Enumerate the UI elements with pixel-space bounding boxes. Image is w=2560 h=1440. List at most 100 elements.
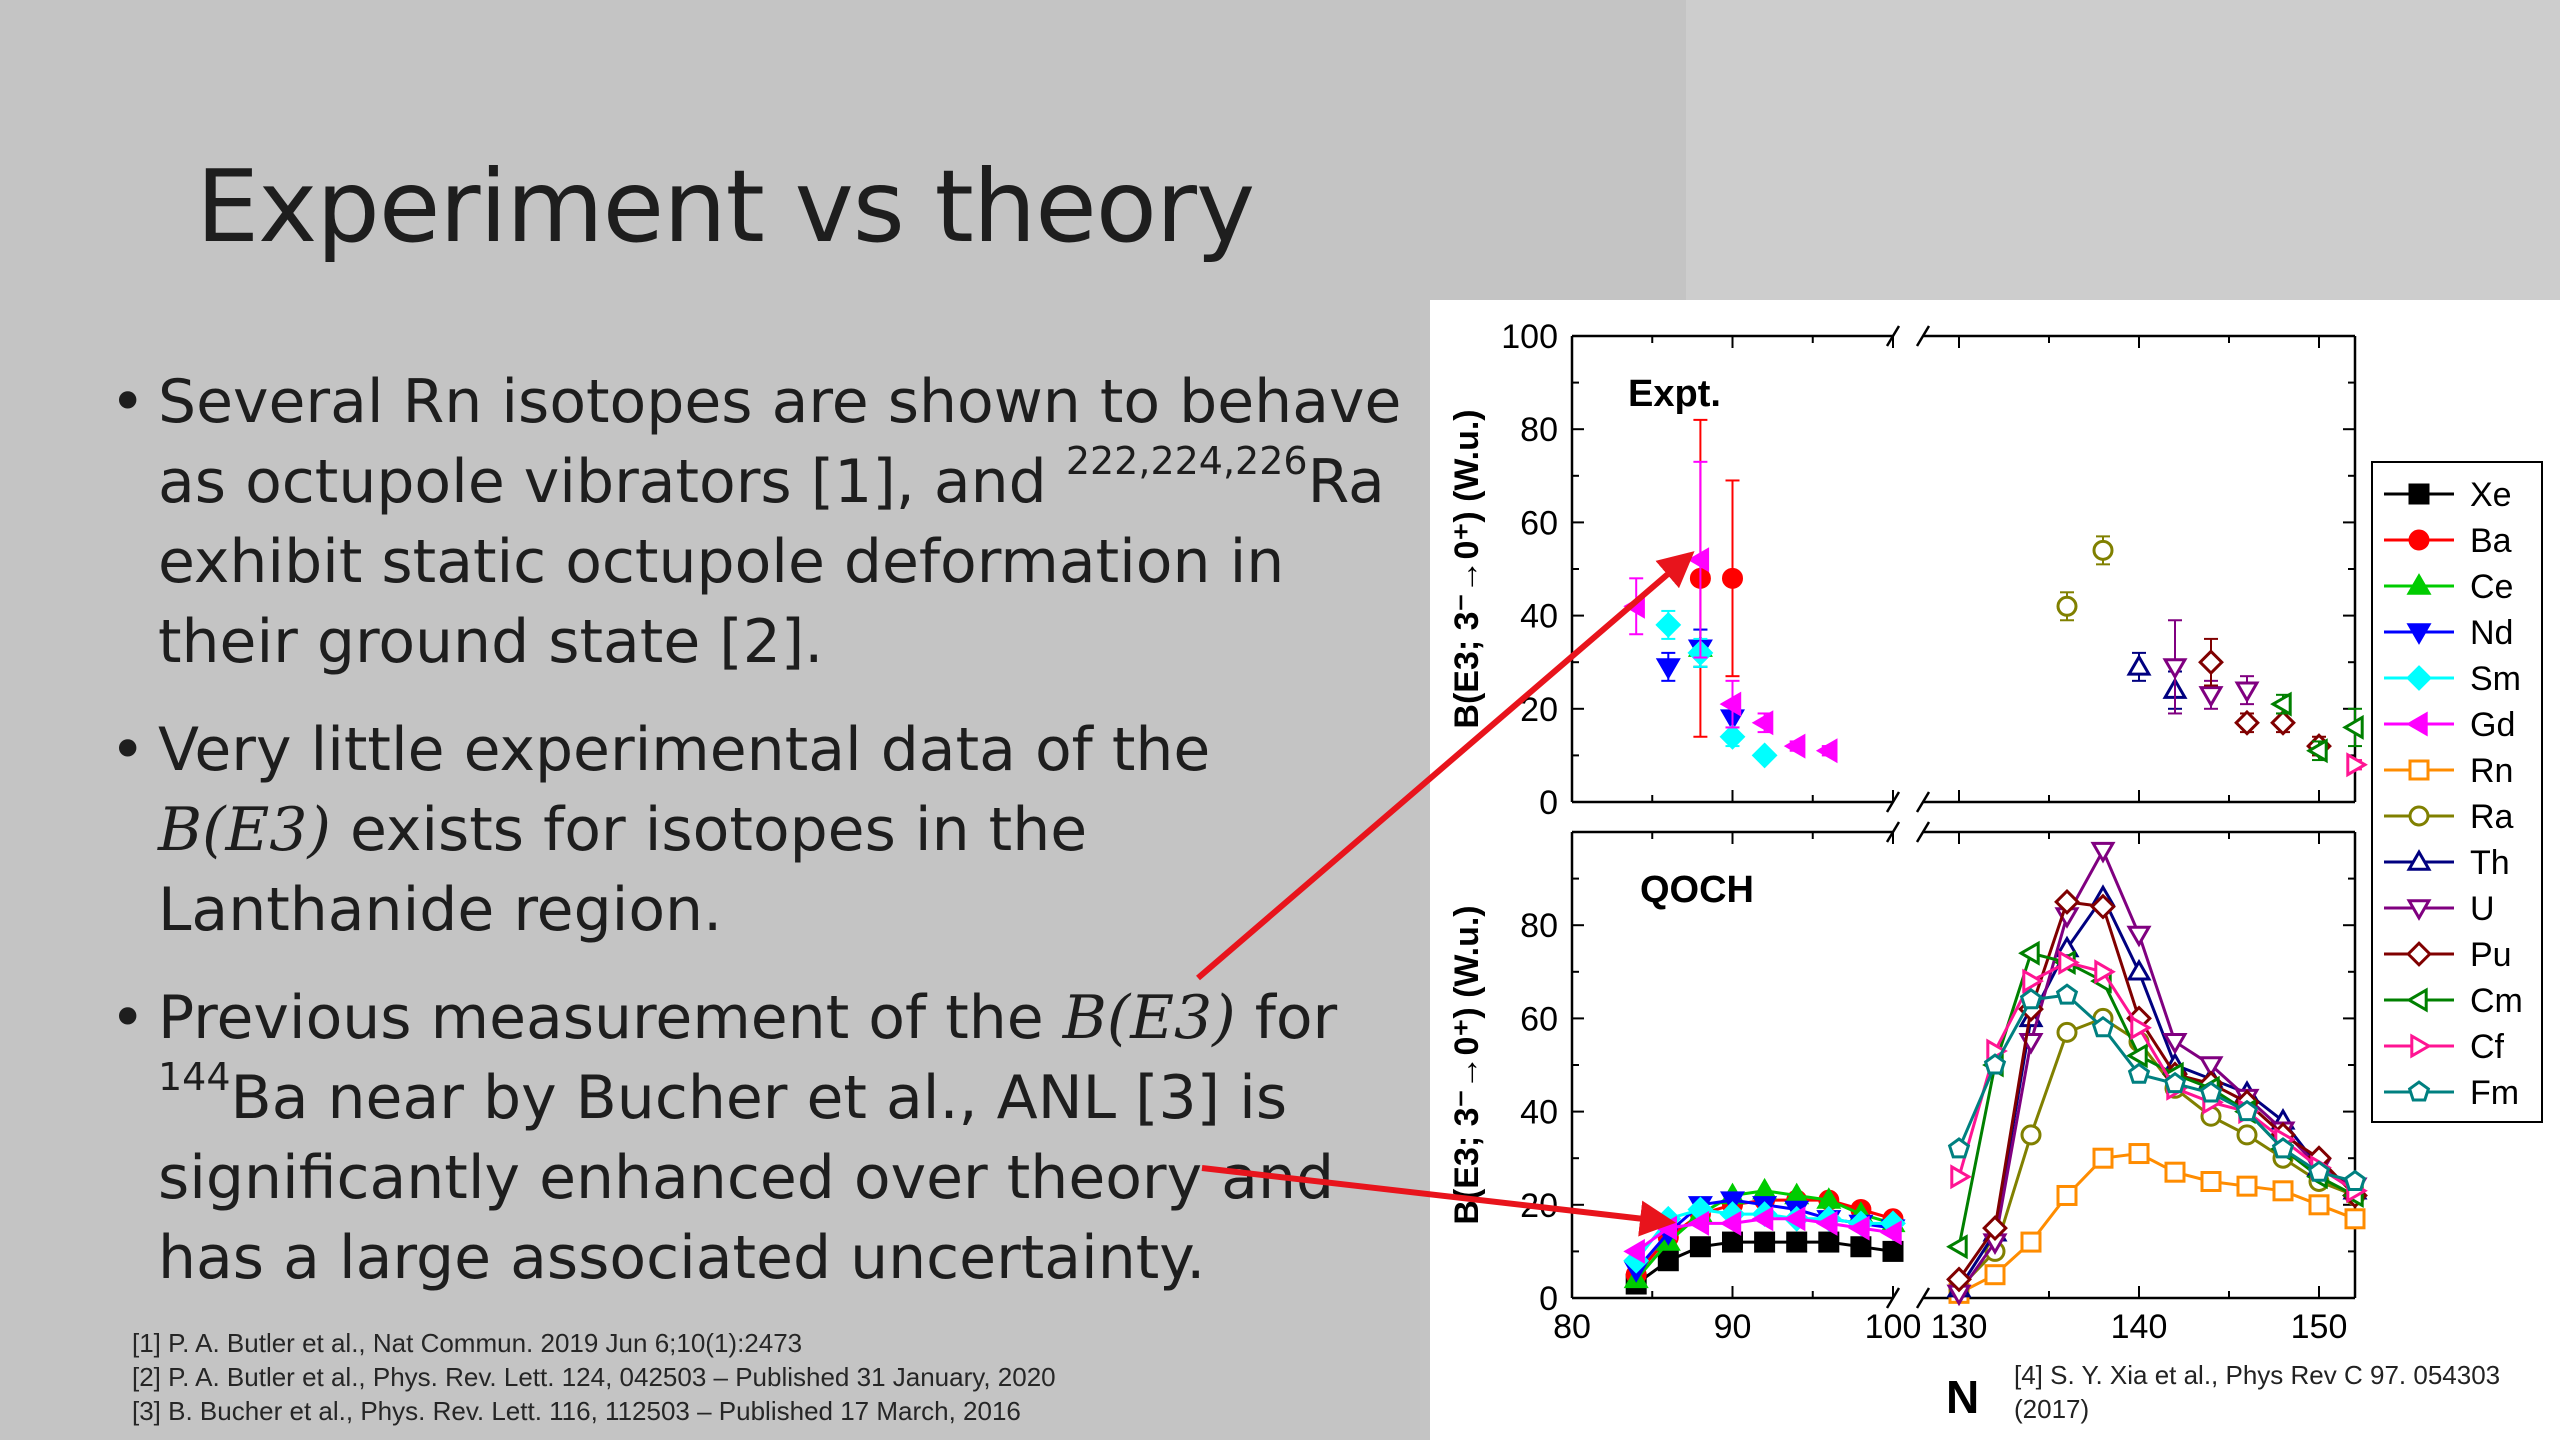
data-point	[2234, 681, 2260, 704]
chart-figure: 0 20 40 60 80 100 Expt. B(E3; 3⁻→0⁺) (W.u.) 0 20 4…	[1448, 318, 2543, 1346]
data-point	[1815, 738, 1838, 764]
legend-marker	[2408, 483, 2430, 505]
figure-reference-line: [4] S. Y. Xia et al., Phys Rev C 97. 054…	[2014, 1360, 2501, 1390]
math-expression: B(E3)	[1062, 983, 1236, 1053]
data-point	[2058, 949, 2080, 976]
data-point	[1655, 658, 1681, 680]
x-tick-label: 130	[1931, 1308, 1988, 1346]
legend-marker	[2406, 899, 2432, 921]
y-tick-label: 100	[1501, 318, 1558, 356]
bullet-3: • Previous measurement of the B(E3) for …	[110, 978, 1420, 1298]
series-u	[1946, 841, 2368, 1307]
bullet-line: has a large associated uncertainty.	[158, 1223, 1206, 1293]
data-point	[2127, 1062, 2151, 1084]
series-gd	[1623, 1206, 1902, 1264]
data-point	[2091, 1015, 2115, 1038]
data-point	[2056, 1021, 2078, 1043]
legend-label: Sm	[2470, 660, 2521, 698]
data-point	[1657, 1250, 1679, 1272]
legend-marker	[2406, 849, 2432, 871]
y-axis-label: B(E3; 3⁻→0⁺) (W.u.)	[1448, 409, 1486, 728]
reference-3: [3] B. Bucher et al., Phys. Rev. Lett. 1…	[132, 1396, 1021, 1426]
data-point	[2271, 1137, 2295, 1159]
data-point	[1786, 1231, 1808, 1253]
x-tick-label: 150	[2291, 1308, 2348, 1346]
legend-entry-fm: Fm	[2384, 1074, 2519, 1112]
data-point	[1751, 742, 1778, 769]
legend-label: U	[2470, 890, 2495, 928]
axis-break-mark	[1915, 821, 1931, 843]
legend-entry-u: U	[2384, 890, 2495, 928]
data-point	[2130, 1015, 2152, 1041]
x-tick-label: 140	[2111, 1308, 2168, 1346]
legend-label: Xe	[2470, 476, 2512, 514]
legend-label: Ra	[2470, 798, 2514, 836]
data-point	[1751, 1206, 1774, 1232]
panel-title: Expt.	[1628, 373, 1721, 415]
data-point	[1982, 1215, 2008, 1242]
data-point	[2126, 1043, 2148, 1069]
series-u	[2162, 619, 2260, 715]
data-point	[1946, 1266, 1972, 1293]
slide-title: Experiment vs theory	[196, 148, 1255, 265]
series-pu	[1946, 888, 2368, 1293]
data-point	[2270, 709, 2296, 736]
superscript: 144	[158, 1055, 231, 1099]
legend-marker	[2408, 805, 2430, 827]
y-tick-label: 40	[1520, 598, 1558, 636]
y-axis-label: B(E3; 3⁻→0⁺) (W.u.)	[1448, 905, 1486, 1224]
data-point	[2054, 888, 2080, 915]
data-point	[1984, 1264, 2006, 1286]
x-tick-label: 90	[1714, 1308, 1752, 1346]
figure-panel: 0 20 40 60 80 100 Expt. B(E3; 3⁻→0⁺) (W.u.) 0 20 4…	[1430, 300, 2560, 1440]
data-point	[1783, 1206, 1806, 1232]
legend-entry-nd: Nd	[2384, 614, 2513, 652]
axis-break-mark	[1915, 791, 1931, 813]
panel-title: QOCH	[1640, 869, 1754, 911]
data-point	[2162, 1033, 2188, 1055]
data-point	[2344, 1208, 2366, 1230]
figure-reference-line: (2017)	[2014, 1394, 2090, 1424]
data-point	[2198, 686, 2224, 708]
math-expression: B(E3)	[158, 795, 331, 865]
data-point	[2198, 1056, 2224, 1078]
legend-entry-rn: Rn	[2384, 752, 2513, 790]
series-sm	[1655, 609, 1778, 769]
data-point	[2128, 1143, 2150, 1165]
data-point	[2092, 539, 2114, 561]
reference-2: [2] P. A. Butler et al., Phys. Rev. Lett…	[132, 1362, 1056, 1392]
data-point	[2346, 752, 2368, 778]
data-point	[1687, 547, 1710, 573]
legend-label: Cf	[2470, 1028, 2505, 1066]
y-tick-label: 40	[1520, 1094, 1558, 1132]
y-tick-label: 0	[1539, 1280, 1558, 1318]
series-th	[2126, 651, 2188, 710]
data-point	[2090, 841, 2116, 864]
data-point	[2163, 1071, 2187, 1094]
data-point	[2270, 691, 2292, 717]
legend-label: Ba	[2470, 522, 2512, 560]
bullet-line: exhibit static octupole deformation in	[158, 527, 1285, 597]
data-point	[2126, 654, 2152, 676]
series-ba	[1689, 418, 1743, 738]
legend-entry-th: Th	[2384, 844, 2510, 882]
series-pu	[2198, 637, 2332, 760]
bullet-dot: •	[110, 367, 146, 437]
bullet-1: • Several Rn isotopes are shown to behav…	[110, 362, 1420, 682]
series-rn	[1948, 1143, 2366, 1304]
data-point	[1850, 1236, 1872, 1258]
data-point	[1882, 1240, 1904, 1262]
bullet-line: their ground state [2].	[158, 607, 824, 677]
y-tick-label: 20	[1520, 691, 1558, 729]
bullet-list: • Several Rn isotopes are shown to behav…	[110, 362, 1420, 1326]
figure-reference: [4] S. Y. Xia et al., Phys Rev C 97. 054…	[2014, 1358, 2514, 1426]
legend-entry-xe: Xe	[2384, 476, 2512, 514]
x-axis-label: N	[1946, 1371, 1980, 1423]
series-cf	[2346, 752, 2368, 778]
bullet-line: Very little experimental data of the	[158, 715, 1211, 785]
legend: Xe Ba Ce Nd Sm Gd Rn Ra Th U Pu Cm Cf Fm	[2371, 461, 2543, 1123]
data-point	[2090, 893, 2116, 920]
legend-label: Th	[2470, 844, 2510, 882]
data-point	[2019, 988, 2043, 1010]
legend-marker	[2406, 665, 2432, 691]
